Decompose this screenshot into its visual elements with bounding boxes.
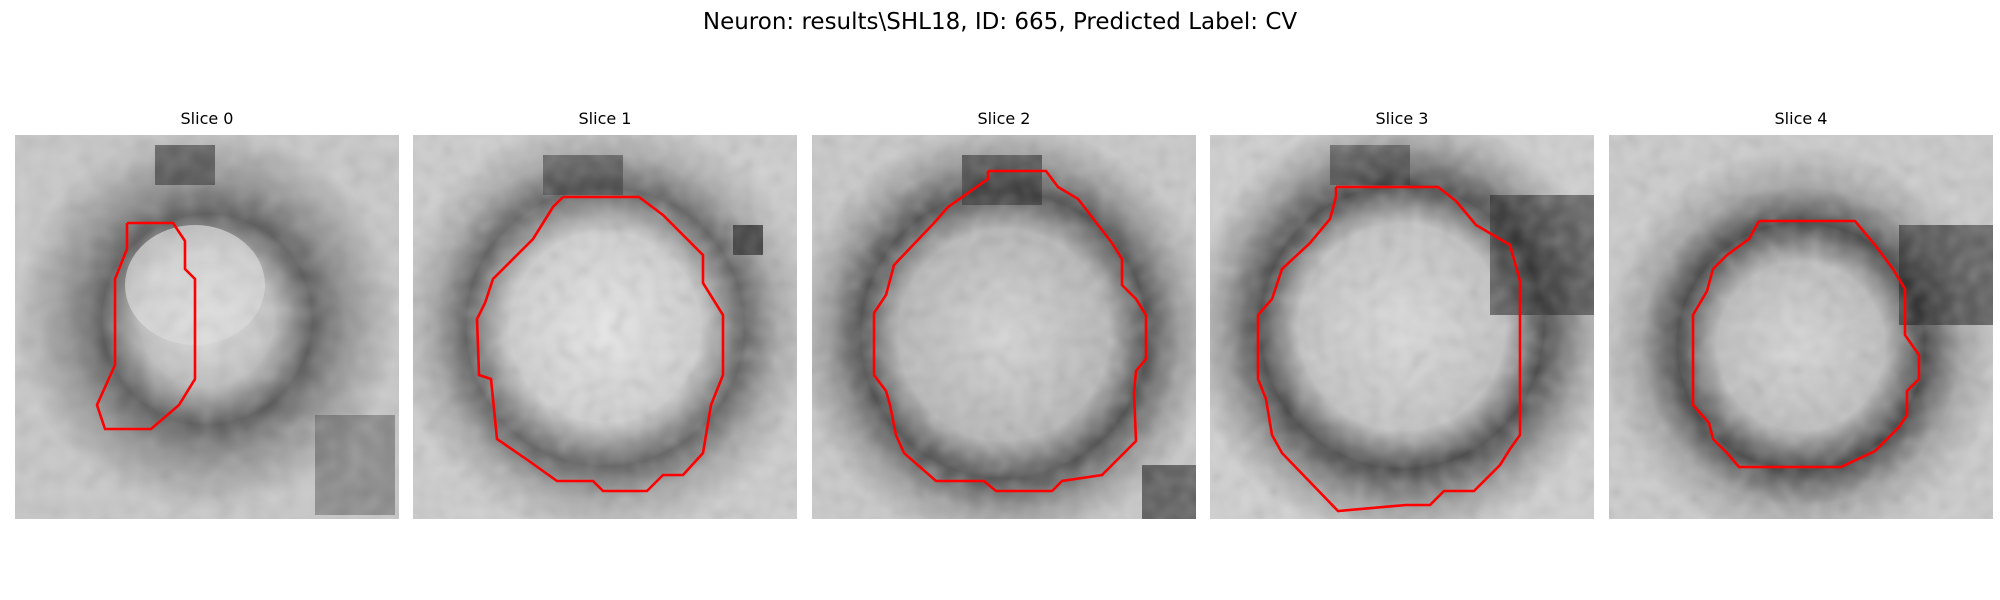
slice-image-2 xyxy=(812,135,1196,519)
slice-image-4 xyxy=(1609,135,1993,519)
slice-title-0: Slice 0 xyxy=(180,109,234,128)
slice-panel-0: Slice 0 xyxy=(15,108,399,520)
figure-title: Neuron: results\SHL18, ID: 665, Predicte… xyxy=(702,9,1298,35)
slice-panel-2: Slice 2 xyxy=(812,108,1196,520)
slice-image-0 xyxy=(15,135,399,519)
contour-1 xyxy=(475,195,725,493)
contour-4 xyxy=(1691,219,1921,469)
slice-title-1: Slice 1 xyxy=(578,109,632,128)
slice-title-2: Slice 2 xyxy=(977,109,1031,128)
contour-2 xyxy=(872,169,1148,493)
slice-image-3 xyxy=(1210,135,1594,519)
contour-3 xyxy=(1256,185,1522,513)
slice-title-4: Slice 4 xyxy=(1774,109,1828,128)
slice-panel-3: Slice 3 xyxy=(1210,108,1594,520)
slice-image-1 xyxy=(413,135,797,519)
slice-panel-4: Slice 4 xyxy=(1609,108,1993,520)
slice-panel-1: Slice 1 xyxy=(413,108,797,520)
contour-0 xyxy=(95,221,197,431)
slice-title-3: Slice 3 xyxy=(1375,109,1429,128)
